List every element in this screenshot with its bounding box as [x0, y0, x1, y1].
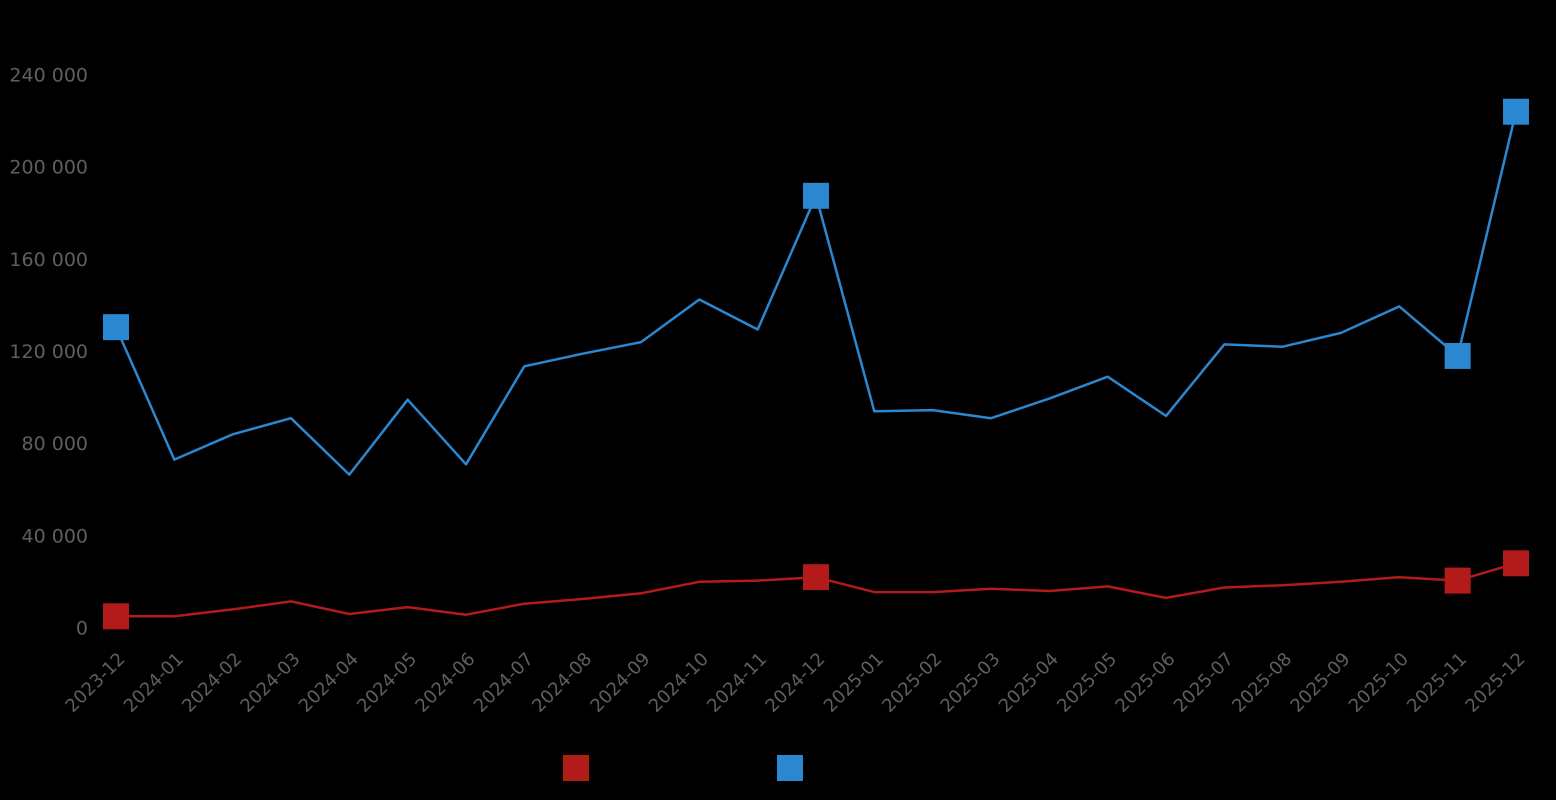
x-tick-label: 2025-03 — [936, 649, 1004, 717]
x-tick-label: 2024-11 — [703, 649, 771, 717]
y-tick-label: 80 000 — [22, 433, 88, 455]
x-tick-label: 2024-09 — [586, 649, 654, 717]
x-tick-label: 2024-07 — [470, 649, 538, 717]
x-tick-label: 2025-02 — [878, 649, 946, 717]
legend-item — [777, 755, 803, 781]
x-tick-label: 2024-02 — [178, 649, 246, 717]
x-tick-label: 2025-12 — [1461, 649, 1529, 717]
y-tick-label: 160 000 — [9, 249, 88, 271]
x-tick-label: 2025-04 — [995, 649, 1063, 717]
x-tick-label: 2025-01 — [820, 649, 888, 717]
series-line — [114, 111, 1518, 476]
y-tick-label: 0 — [76, 618, 88, 640]
x-tick-label: 2025-10 — [1345, 649, 1413, 717]
x-axis: 2023-122024-012024-022024-032024-042024-… — [61, 649, 1529, 717]
x-tick-label: 2024-10 — [645, 649, 713, 717]
legend — [563, 755, 803, 781]
x-tick-label: 2024-01 — [120, 649, 188, 717]
y-tick-label: 240 000 — [9, 65, 88, 87]
series-2 — [103, 98, 1529, 476]
x-tick-label: 2023-12 — [61, 649, 129, 717]
y-tick-label: 120 000 — [9, 341, 88, 363]
data-point-marker — [1444, 567, 1471, 594]
data-point-marker — [803, 182, 829, 209]
y-axis: 0 40 000 80 000 120 000 160 000 200 000 240 00… — [9, 65, 88, 640]
data-point-marker — [103, 314, 129, 341]
x-tick-label: 2024-05 — [353, 649, 421, 717]
x-tick-label: 2025-05 — [1053, 649, 1121, 717]
x-tick-label: 2024-12 — [761, 649, 829, 717]
x-tick-label: 2025-06 — [1111, 649, 1179, 717]
data-point-marker — [1503, 550, 1529, 577]
x-tick-label: 2024-04 — [295, 649, 363, 717]
x-tick-label: 2025-11 — [1403, 649, 1471, 717]
data-point-marker — [1503, 98, 1529, 125]
legend-item — [563, 755, 589, 781]
plot-area — [103, 98, 1529, 630]
x-tick-label: 2024-06 — [411, 649, 479, 717]
x-tick-label: 2025-08 — [1228, 649, 1296, 717]
series-1 — [103, 550, 1529, 630]
data-point-marker — [803, 564, 829, 591]
x-tick-label: 2024-08 — [528, 649, 596, 717]
y-tick-label: 200 000 — [9, 157, 88, 179]
x-tick-label: 2025-09 — [1286, 649, 1354, 717]
legend-swatch — [777, 755, 803, 781]
data-point-marker — [103, 603, 129, 630]
legend-swatch — [563, 755, 589, 781]
x-tick-label: 2025-07 — [1170, 649, 1238, 717]
y-tick-label: 40 000 — [22, 525, 88, 547]
x-tick-label: 2024-03 — [236, 649, 304, 717]
data-point-marker — [1444, 342, 1471, 369]
